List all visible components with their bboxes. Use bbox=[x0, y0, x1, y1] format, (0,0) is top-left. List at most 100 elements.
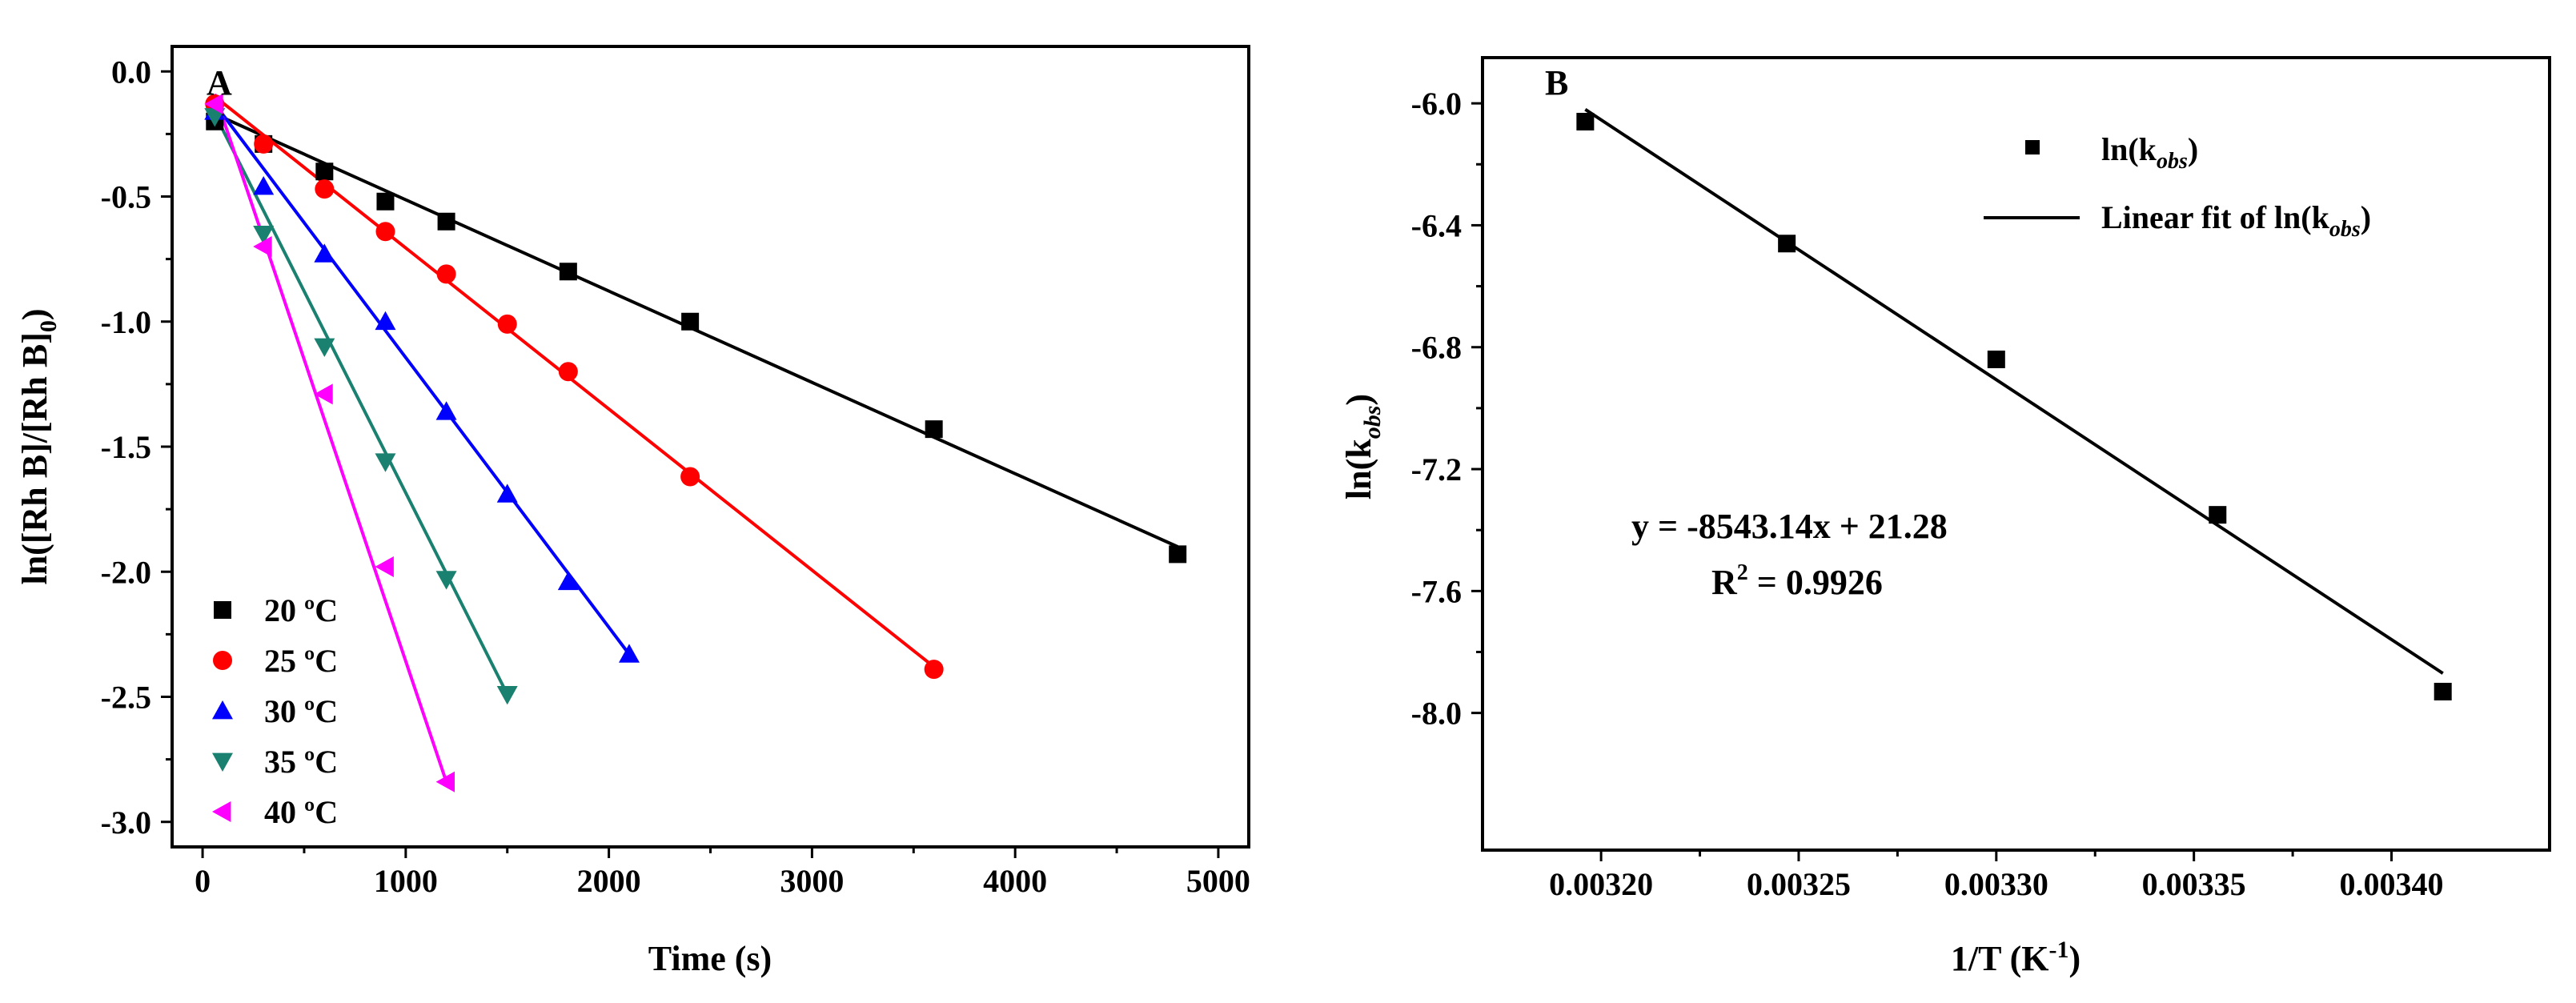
panel-b-x-axis-label: 1/T (K-1) bbox=[1951, 937, 2080, 978]
panel-a-fit-lines bbox=[213, 93, 1178, 783]
y-tick-label: 0.0 bbox=[111, 54, 151, 90]
panel-b-x-axis-label-close: ) bbox=[2069, 939, 2081, 978]
legend-label-ln-kobs: ln(kobs) bbox=[2101, 131, 2198, 174]
panel-a-label: A bbox=[207, 63, 232, 102]
fit-line-30-c bbox=[213, 102, 631, 656]
data-point-35-c bbox=[496, 685, 518, 705]
fit-line-25-c bbox=[214, 94, 935, 668]
panel-b-x-axis-label-sup: -1 bbox=[2049, 937, 2069, 963]
panel-b-legend: ln(kobs) Linear fit of ln(kobs) bbox=[1984, 131, 2371, 242]
y-tick-label: -2.5 bbox=[101, 680, 151, 716]
data-point-20-c bbox=[559, 263, 577, 281]
x-tick-label: 1000 bbox=[374, 863, 438, 899]
panel-a-ticks: 0 1000 2000 3000 4000 5000 0.0 -0.5 -1.0 -1.5 -2.0… bbox=[101, 54, 1250, 899]
panel-b-y-axis-label: ln(kobs) bbox=[1339, 394, 1386, 499]
legend-label-linear-fit-close: ) bbox=[2361, 199, 2371, 235]
legend-marker-20-c bbox=[214, 601, 231, 619]
legend-label-20-c: 20 ºC bbox=[264, 592, 338, 628]
y-tick-label: -6.4 bbox=[1411, 207, 1462, 243]
legend-label-ln-kobs-main: ln(k bbox=[2101, 131, 2157, 167]
legend-label-linear-fit-main: Linear fit of ln(k bbox=[2101, 199, 2330, 235]
panel-b-fit-line bbox=[1584, 108, 2444, 675]
legend-label-30-c: 30 ºC bbox=[264, 693, 338, 729]
data-point-30-c bbox=[557, 571, 579, 591]
legend-marker-40-c bbox=[212, 801, 231, 822]
panel-b-data-points bbox=[1576, 112, 2452, 700]
x-tick-label: 0.00325 bbox=[1747, 866, 1851, 902]
x-tick-label: 0.00330 bbox=[1944, 866, 2048, 902]
r-squared-value: = 0.9926 bbox=[1748, 563, 1883, 602]
data-point-40-c bbox=[314, 383, 333, 405]
data-point-ln-kobs bbox=[2434, 683, 2452, 700]
data-point-30-c bbox=[375, 311, 396, 331]
data-point-30-c bbox=[253, 176, 275, 195]
fit-line-40-c bbox=[213, 93, 448, 783]
x-tick-label: 2000 bbox=[577, 863, 641, 899]
legend-marker-30-c bbox=[212, 700, 233, 720]
panel-b-plot-frame bbox=[1481, 56, 2551, 852]
x-tick-label: 0.00320 bbox=[1549, 866, 1653, 902]
panel-a: 0 1000 2000 3000 4000 5000 0.0 -0.5 -1.0 -1.5 -2.0… bbox=[15, 45, 1250, 978]
legend-label-35-c: 35 ºC bbox=[264, 744, 338, 780]
data-point-40-c bbox=[375, 556, 394, 577]
data-point-ln-kobs bbox=[2209, 506, 2227, 524]
panel-b-label: B bbox=[1545, 63, 1568, 102]
data-point-40-c bbox=[435, 771, 455, 792]
data-point-ln-kobs bbox=[1987, 350, 2005, 368]
data-point-20-c bbox=[925, 420, 943, 439]
legend-label-25-c: 25 ºC bbox=[264, 643, 338, 679]
data-point-25-c bbox=[436, 264, 456, 284]
legend-label-40-c: 40 ºC bbox=[264, 794, 338, 830]
legend-label-linear-fit: Linear fit of ln(kobs) bbox=[2101, 199, 2371, 242]
y-tick-label: -7.2 bbox=[1411, 451, 1462, 487]
data-point-35-c bbox=[375, 453, 396, 472]
r-squared-prefix: R bbox=[1711, 563, 1738, 602]
x-tick-label: 0.00335 bbox=[2142, 866, 2246, 902]
y-tick-label: -1.5 bbox=[101, 429, 151, 465]
panel-b-y-axis-label-sub: obs bbox=[1359, 406, 1386, 439]
legend-label-ln-kobs-close: ) bbox=[2188, 131, 2198, 167]
data-point-25-c bbox=[680, 467, 700, 487]
data-point-35-c bbox=[253, 225, 275, 245]
fit-line-35-c bbox=[213, 113, 509, 696]
y-tick-label: -3.0 bbox=[101, 804, 151, 841]
x-tick-label: 4000 bbox=[983, 863, 1047, 899]
panel-b: 0.00320 0.00325 0.00330 0.00335 0.00340 -6.0 -… bbox=[1339, 56, 2551, 978]
data-point-20-c bbox=[681, 312, 700, 331]
y-tick-label: -2.0 bbox=[101, 554, 151, 590]
x-tick-label: 3000 bbox=[780, 863, 844, 899]
panel-b-x-axis-label-main: 1/T (K bbox=[1951, 939, 2049, 978]
panel-a-y-axis-label-close: ) bbox=[15, 308, 54, 320]
data-point-30-c bbox=[314, 243, 335, 263]
data-point-25-c bbox=[497, 314, 517, 334]
panel-a-y-axis-label-sub: 0 bbox=[35, 320, 62, 332]
legend-marker-35-c bbox=[212, 752, 233, 772]
legend-label-linear-fit-sub: obs bbox=[2329, 217, 2361, 242]
panel-a-x-axis-label: Time (s) bbox=[648, 939, 772, 978]
panel-a-data-points bbox=[204, 93, 1187, 792]
y-tick-label: -7.6 bbox=[1411, 573, 1462, 609]
data-point-35-c bbox=[435, 571, 457, 590]
legend-marker-25-c bbox=[213, 651, 232, 670]
y-tick-label: -0.5 bbox=[101, 179, 151, 215]
x-tick-label: 0.00340 bbox=[2340, 866, 2444, 902]
data-point-20-c bbox=[315, 162, 334, 181]
r-squared: R2 = 0.9926 bbox=[1711, 560, 1883, 602]
r-squared-sup: 2 bbox=[1737, 560, 1748, 585]
data-point-30-c bbox=[496, 483, 518, 503]
data-point-25-c bbox=[375, 222, 395, 242]
data-point-40-c bbox=[253, 236, 272, 257]
data-point-35-c bbox=[204, 108, 226, 127]
data-point-20-c bbox=[376, 192, 395, 211]
fit-equation: y = -8543.14x + 21.28 bbox=[1631, 507, 1948, 546]
data-point-25-c bbox=[315, 179, 335, 199]
data-point-20-c bbox=[1169, 545, 1187, 564]
data-point-25-c bbox=[254, 134, 274, 154]
data-point-35-c bbox=[314, 338, 335, 357]
data-point-30-c bbox=[435, 401, 457, 420]
data-point-20-c bbox=[437, 212, 455, 231]
data-point-ln-kobs bbox=[1778, 235, 1796, 253]
legend-label-ln-kobs-sub: obs bbox=[2157, 149, 2188, 174]
legend-marker-ln-kobs bbox=[2025, 140, 2040, 154]
